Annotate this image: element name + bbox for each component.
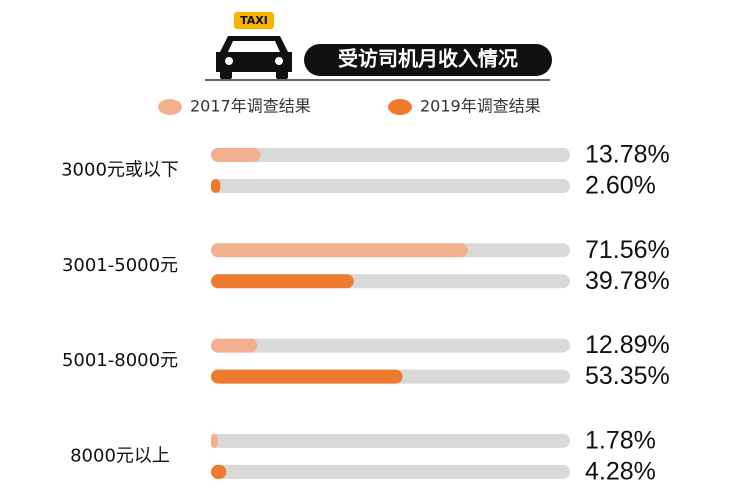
value-label: 12.89% — [585, 331, 670, 359]
value-label: 39.78% — [585, 267, 670, 295]
category-label: 3001-5000元 — [62, 255, 178, 276]
value-label: 53.35% — [585, 362, 670, 390]
bar — [211, 433, 218, 448]
legend-label: 2017年调查结果 — [190, 97, 311, 116]
chart-title: 受访司机月收入情况 — [338, 47, 518, 71]
bar — [211, 338, 258, 353]
taxi-icon: TAXI — [216, 12, 292, 79]
taxi-light — [225, 57, 233, 65]
bar-track — [211, 464, 570, 479]
taxi-sign — [234, 12, 274, 29]
taxi-light — [275, 57, 283, 65]
bar-track — [211, 433, 570, 448]
bar — [211, 243, 468, 258]
value-label: 1.78% — [585, 427, 656, 455]
bar — [211, 274, 354, 289]
taxi-wheel — [220, 70, 232, 79]
bar-track — [211, 338, 570, 353]
category-label: 8000元以上 — [70, 445, 170, 466]
taxi-window — [228, 41, 280, 52]
value-label: 71.56% — [585, 236, 670, 264]
category-label: 3000元或以下 — [61, 160, 179, 181]
bar — [211, 464, 227, 479]
legend-label: 2019年调查结果 — [420, 97, 541, 116]
taxi-wheel — [276, 70, 288, 79]
bar — [211, 369, 403, 384]
value-label: 13.78% — [585, 141, 670, 169]
bar-track — [211, 179, 570, 193]
bar — [211, 179, 221, 193]
bar-track — [211, 148, 570, 162]
taxi-sign-text: TAXI — [240, 14, 268, 27]
value-label: 2.60% — [585, 172, 656, 200]
category-label: 5001-8000元 — [62, 350, 178, 371]
legend-swatch — [388, 99, 412, 115]
value-label: 4.28% — [585, 458, 656, 486]
bar — [211, 148, 261, 162]
legend-swatch — [158, 99, 182, 115]
title-pill — [304, 44, 552, 76]
